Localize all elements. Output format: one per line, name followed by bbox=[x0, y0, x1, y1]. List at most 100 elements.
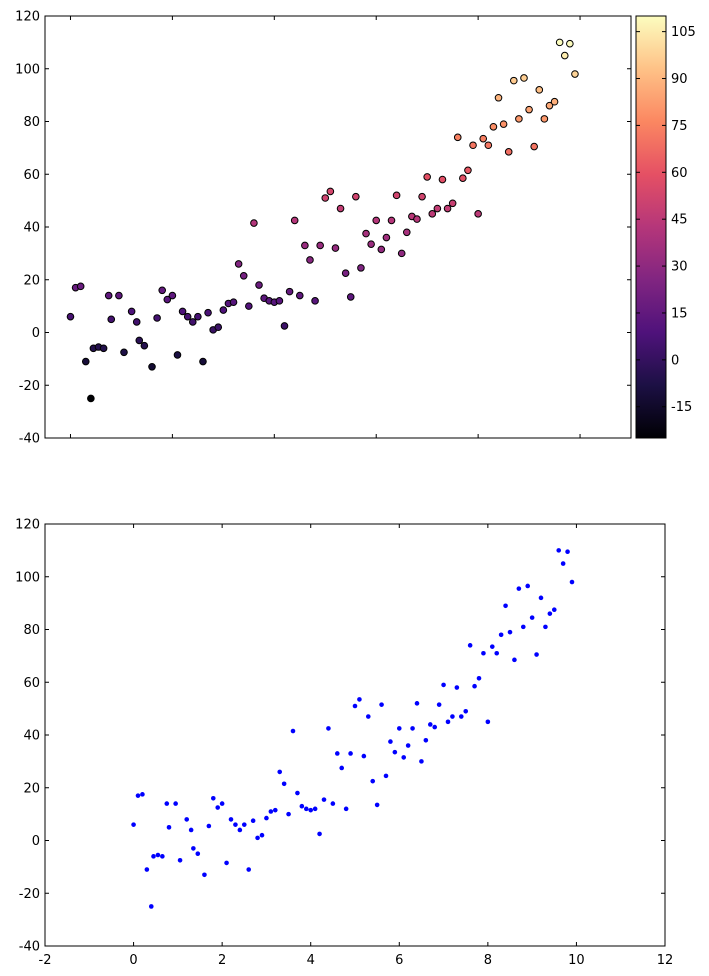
top-scatter-point bbox=[250, 219, 258, 227]
top-scatter-point bbox=[372, 216, 381, 225]
top-scatter-point bbox=[194, 312, 202, 321]
top-scatter-point bbox=[499, 120, 508, 128]
top-scatter-point bbox=[469, 141, 477, 150]
bottom-scatter-point bbox=[177, 857, 183, 863]
bottom-scatter-point bbox=[166, 825, 172, 830]
bottom-scatter-point bbox=[485, 719, 491, 725]
top-plot-frame bbox=[44, 15, 632, 439]
bottom-scatter-point bbox=[339, 765, 345, 771]
bottom-scatter-point bbox=[281, 781, 287, 787]
top-ytick-label: 120 bbox=[15, 10, 40, 25]
top-scatter-point bbox=[346, 293, 355, 301]
bottom-scatter-point bbox=[233, 822, 238, 827]
colorbar: -15 0 15 30 45 60 75 90 105 bbox=[635, 15, 696, 439]
top-scatter-point bbox=[132, 318, 141, 326]
bottom-scatter-point bbox=[472, 683, 477, 689]
colorbar-tick-label: -15 bbox=[671, 400, 692, 415]
bottom-scatter-point bbox=[370, 778, 376, 784]
top-scatter-point bbox=[453, 133, 462, 142]
top-scatter-point bbox=[306, 256, 314, 264]
bottom-scatter-point bbox=[155, 852, 161, 858]
bottom-scatter-point bbox=[489, 644, 495, 649]
top-scatter-point bbox=[550, 97, 559, 106]
bottom-xtick-label: 6 bbox=[395, 953, 403, 968]
top-ytick-label: -40 bbox=[19, 432, 40, 447]
top-scatter-point bbox=[540, 115, 549, 123]
bottom-scatter-point bbox=[259, 832, 265, 838]
top-scatter-point bbox=[168, 291, 177, 300]
top-scatter-point bbox=[140, 341, 149, 350]
bottom-scatter-point bbox=[210, 796, 216, 801]
bottom-scatter-point bbox=[450, 714, 455, 719]
bottom-scatter-point bbox=[458, 714, 464, 719]
bottom-scatter-point bbox=[202, 872, 207, 878]
top-scatter-point bbox=[280, 322, 289, 330]
top-scatter-point bbox=[545, 101, 554, 110]
colorbar-tick-label: 30 bbox=[671, 260, 688, 275]
top-ytick-label: 0 bbox=[32, 326, 40, 341]
bottom-scatter-point bbox=[556, 548, 562, 553]
bottom-scatter-point bbox=[206, 823, 212, 829]
top-scatter-point bbox=[535, 86, 544, 94]
bottom-ytick-label: -40 bbox=[19, 940, 40, 955]
bottom-scatter-point bbox=[299, 803, 305, 809]
bottom-scatter-point bbox=[525, 583, 531, 589]
bottom-x-axis: -2 0 2 4 6 8 10 12 bbox=[39, 524, 673, 968]
top-scatter-point bbox=[99, 344, 108, 353]
top-scatter-point bbox=[331, 244, 340, 252]
colorbar-swatch bbox=[635, 15, 667, 439]
top-scatter-point bbox=[571, 70, 579, 78]
bottom-scatter-point bbox=[348, 751, 353, 756]
top-ytick-label: 60 bbox=[23, 168, 40, 183]
bottom-xtick-label: -2 bbox=[39, 953, 52, 968]
bottom-points bbox=[131, 548, 575, 909]
top-scatter-chart: -40 -20 0 20 40 60 80 100 120 bbox=[15, 10, 632, 447]
top-scatter-point bbox=[316, 241, 324, 250]
bottom-scatter-point bbox=[268, 809, 274, 814]
top-scatter-point bbox=[479, 134, 488, 143]
top-scatter-point bbox=[474, 210, 482, 218]
top-scatter-point bbox=[148, 362, 156, 371]
top-ytick-label: 100 bbox=[15, 62, 40, 77]
top-scatter-point bbox=[387, 216, 396, 225]
colorbar-tick-label: 45 bbox=[671, 213, 688, 228]
bottom-scatter-point bbox=[246, 867, 252, 872]
bottom-scatter-point bbox=[343, 806, 349, 812]
bottom-scatter-point bbox=[512, 657, 517, 663]
bottom-ytick-label: -20 bbox=[19, 887, 40, 902]
bottom-scatter-point bbox=[365, 714, 371, 719]
top-scatter-point bbox=[357, 264, 365, 272]
bottom-scatter-point bbox=[388, 739, 393, 744]
top-scatter-point bbox=[377, 245, 386, 254]
top-scatter-point bbox=[229, 298, 238, 306]
bottom-scatter-point bbox=[569, 579, 575, 585]
top-scatter-point bbox=[234, 260, 243, 268]
top-scatter-point bbox=[423, 173, 431, 181]
bottom-ytick-label: 0 bbox=[32, 834, 40, 849]
top-scatter-point bbox=[188, 318, 197, 326]
bottom-xtick-label: 8 bbox=[484, 953, 492, 968]
bottom-scatter-point bbox=[410, 726, 415, 731]
bottom-scatter-point bbox=[321, 797, 327, 802]
top-scatter-point bbox=[336, 204, 345, 213]
bottom-scatter-point bbox=[494, 650, 500, 656]
top-scatter-point bbox=[104, 291, 113, 300]
top-scatter-point bbox=[321, 194, 330, 202]
bottom-scatter-point bbox=[295, 790, 300, 796]
top-scatter-point bbox=[494, 93, 503, 102]
bottom-scatter-point bbox=[151, 854, 156, 859]
bottom-plot-frame bbox=[44, 523, 666, 947]
top-scatter-point bbox=[438, 175, 447, 184]
top-scatter-point bbox=[525, 105, 533, 114]
bottom-xtick-label: 0 bbox=[129, 953, 137, 968]
bottom-scatter-point bbox=[436, 702, 442, 707]
bottom-scatter-point bbox=[334, 751, 340, 756]
bottom-scatter-point bbox=[481, 650, 486, 656]
bottom-scatter-point bbox=[396, 726, 402, 731]
top-scatter-point bbox=[107, 315, 116, 324]
bottom-scatter-point bbox=[277, 769, 283, 775]
top-scatter-point bbox=[341, 269, 350, 277]
bottom-scatter-point bbox=[219, 801, 225, 806]
bottom-scatter-point bbox=[173, 801, 178, 806]
